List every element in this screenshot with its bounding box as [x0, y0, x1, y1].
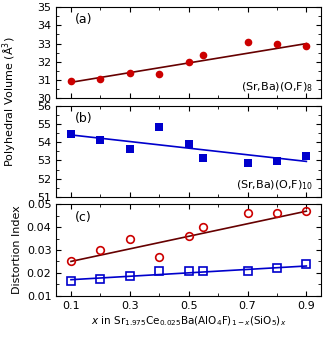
Text: (b): (b): [75, 112, 92, 125]
Text: (Sr,Ba)(O,F)$_8$: (Sr,Ba)(O,F)$_8$: [241, 80, 313, 94]
Y-axis label: Distortion Index: Distortion Index: [13, 206, 23, 294]
Text: (a): (a): [75, 13, 92, 26]
Text: Polyhedral Volume (Å$^3$): Polyhedral Volume (Å$^3$): [1, 37, 19, 168]
X-axis label: $x$ in Sr$_{1.975}$Ce$_{0.025}$Ba(AlO$_4$F)$_{1-x}$(SiO$_5$)$_x$: $x$ in Sr$_{1.975}$Ce$_{0.025}$Ba(AlO$_4…: [91, 315, 286, 328]
Text: (c): (c): [75, 211, 92, 224]
Text: (Sr,Ba)(O,F)$_{10}$: (Sr,Ba)(O,F)$_{10}$: [236, 179, 313, 193]
